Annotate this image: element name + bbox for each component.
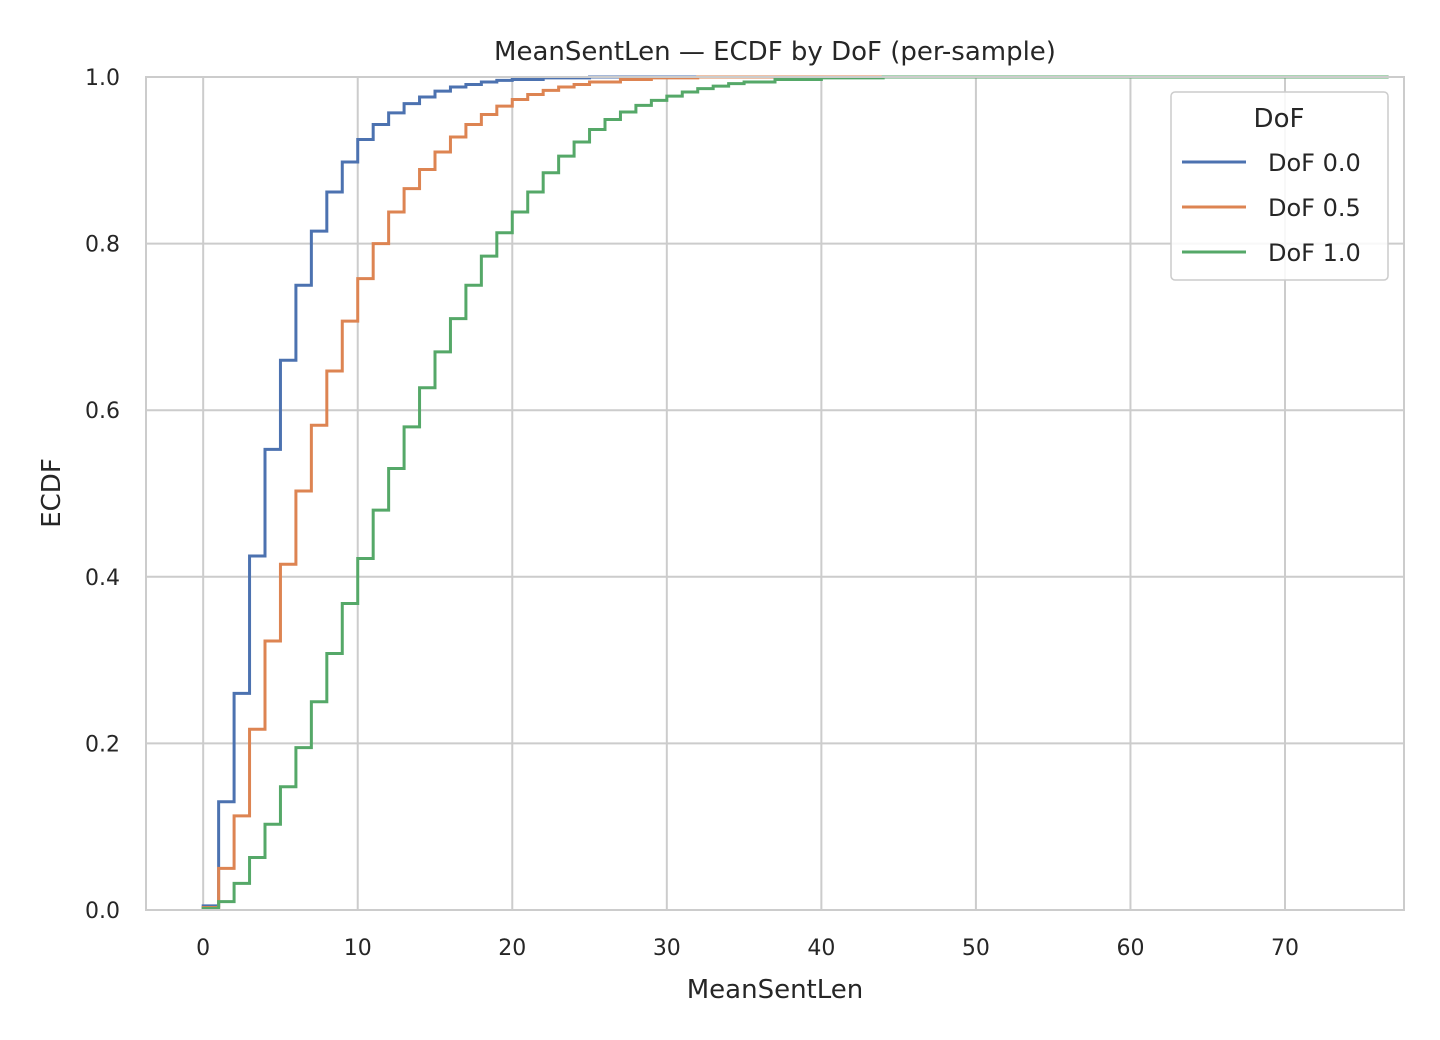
y-tick-labels: 0.0 0.2 0.4 0.6 0.8 1.0 <box>85 66 120 924</box>
x-tick-label: 10 <box>344 936 372 961</box>
x-tick-labels: 0 10 20 30 40 50 60 70 <box>196 936 1299 961</box>
plot-frame <box>145 76 1405 911</box>
legend-title: DoF <box>1254 104 1305 134</box>
legend: DoF DoF 0.0 DoF 0.5 DoF 1.0 <box>1170 91 1389 281</box>
y-tick-label: 1.0 <box>85 66 120 91</box>
legend-entries: DoF 0.0 DoF 0.5 DoF 1.0 <box>1182 149 1361 267</box>
legend-box <box>1170 91 1389 281</box>
x-tick-label: 20 <box>498 936 526 961</box>
y-tick-label: 0.2 <box>85 732 120 757</box>
legend-label-2: DoF 1.0 <box>1268 239 1361 267</box>
y-tick-label: 0.6 <box>85 399 120 424</box>
x-tick-label: 0 <box>196 936 210 961</box>
y-tick-label: 0.8 <box>85 233 120 258</box>
series-line-1 <box>201 75 1389 910</box>
x-tick-label: 50 <box>962 936 990 961</box>
legend-label-1: DoF 0.5 <box>1268 194 1361 222</box>
chart-title: MeanSentLen — ECDF by DoF (per-sample) <box>494 37 1056 67</box>
x-tick-label: 40 <box>807 936 835 961</box>
x-tick-label: 60 <box>1116 936 1144 961</box>
series-line-2 <box>201 75 1389 910</box>
x-tick-label: 70 <box>1271 936 1299 961</box>
series-line-0 <box>201 75 1389 910</box>
y-tick-label: 0.4 <box>85 566 120 591</box>
legend-label-0: DoF 0.0 <box>1268 149 1361 177</box>
series-lines <box>201 75 1389 910</box>
y-axis-label: ECDF <box>37 458 67 528</box>
y-tick-label: 0.0 <box>85 899 120 924</box>
x-tick-label: 30 <box>653 936 681 961</box>
x-axis-label: MeanSentLen <box>687 975 864 1005</box>
